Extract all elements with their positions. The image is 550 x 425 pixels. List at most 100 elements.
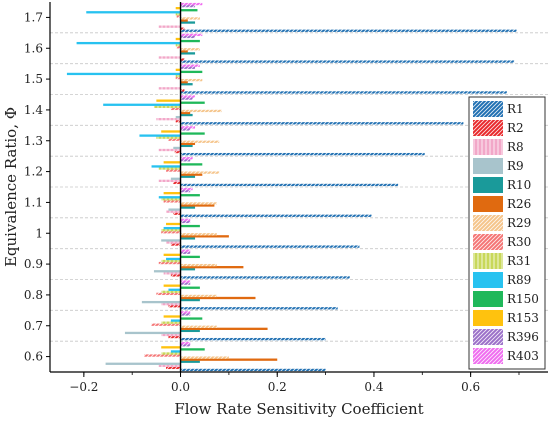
bar-r2-0.6 — [166, 366, 181, 370]
y-tick-label: 1.4 — [24, 103, 43, 117]
bar-r153-0.6 — [161, 346, 181, 349]
bar-r26-1.6 — [180, 50, 188, 53]
bar-r403-1.5 — [180, 64, 200, 67]
bar-r26-1.2 — [180, 173, 203, 176]
bar-r150-1.2 — [180, 163, 203, 166]
bar-r9-1.4 — [175, 115, 181, 119]
bar-r2-1 — [170, 243, 181, 246]
bar-r396-1.2 — [180, 159, 191, 162]
legend-swatch-r31 — [473, 253, 503, 269]
legend-label-r150: R150 — [507, 292, 539, 306]
bar-r150-1 — [180, 224, 200, 228]
bar-r1-1.3 — [180, 152, 425, 156]
bar-r1-1.7 — [180, 29, 517, 32]
bar-r26-1.4 — [180, 111, 191, 115]
bar-r1-1.4 — [180, 122, 464, 125]
legend-swatch-r396 — [473, 329, 503, 345]
bar-r26-1.7 — [180, 19, 188, 22]
legend-label-r30: R30 — [507, 235, 531, 249]
legend-swatch-r9 — [473, 158, 503, 174]
bar-r153-1.7 — [175, 7, 181, 10]
bar-r31-1.2 — [158, 167, 181, 170]
bar-r89-0.7 — [170, 319, 181, 322]
bar-r10-1.6 — [180, 52, 196, 55]
bar-r8-0.8 — [161, 303, 181, 306]
bar-r10-1.4 — [180, 113, 193, 117]
bar-r150-0.9 — [180, 255, 200, 259]
y-tick-label: 1 — [35, 226, 43, 240]
legend-label-r10: R10 — [507, 178, 531, 192]
bar-r403-1.4 — [180, 95, 196, 98]
bar-r1-0.9 — [180, 276, 350, 279]
bar-r396-1.5 — [180, 66, 196, 69]
axes: −0.2 0.0 0.2 0.4 0.6 0.6 0.7 0.8 0.9 1 1.1 1.2 1.3 1.… — [24, 2, 548, 394]
legend-swatch-r2 — [473, 120, 503, 136]
bar-r403-1.1 — [180, 187, 193, 191]
bar-r8-1.3 — [158, 148, 181, 152]
bar-r150-1.4 — [180, 101, 205, 104]
bar-r29-0.9 — [180, 263, 217, 267]
bar-r153-1.2 — [163, 161, 181, 164]
bar-r89-1.1 — [158, 196, 181, 199]
legend-label-r153: R153 — [507, 311, 539, 325]
bar-r31-1.1 — [161, 198, 181, 201]
bar-r9-1 — [161, 239, 181, 242]
bar-r30-1.1 — [163, 200, 181, 203]
bar-r150-1.1 — [180, 194, 200, 197]
bar-r31-0.7 — [161, 321, 181, 324]
bar-r30-1.2 — [166, 169, 181, 172]
bar-r403-1.2 — [180, 157, 193, 160]
legend-label-r31: R31 — [507, 254, 531, 268]
bar-r153-1.4 — [156, 99, 181, 102]
legend-box — [468, 96, 546, 370]
bar-r1-1.6 — [180, 60, 515, 63]
bar-r9-0.6 — [105, 362, 181, 365]
bar-r8-1.4 — [156, 118, 181, 121]
bar-r8-1.5 — [158, 87, 181, 90]
bar-r9-1.1 — [168, 208, 181, 211]
x-tick-label: 0.6 — [461, 380, 480, 394]
bar-r29-1.6 — [180, 48, 200, 51]
bar-r10-1.3 — [180, 144, 193, 148]
bar-r396-1.1 — [180, 189, 191, 193]
y-tick-label: 1.2 — [24, 165, 43, 179]
legend-label-r8: R8 — [507, 140, 524, 154]
bar-r153-1.5 — [175, 68, 181, 71]
bar-r150-0.8 — [180, 286, 200, 289]
bar-r153-1.6 — [175, 37, 181, 41]
bar-r8-0.6 — [158, 364, 181, 367]
legend-swatch-r403 — [473, 348, 503, 364]
bar-r9-0.7 — [124, 331, 181, 335]
bar-r29-0.6 — [180, 356, 229, 359]
bar-r31-1.5 — [175, 74, 181, 78]
bar-r29-1.2 — [180, 171, 220, 174]
bar-r29-1 — [180, 233, 217, 236]
bar-r2-0.9 — [170, 274, 181, 277]
legend-label-r403: R403 — [507, 349, 539, 363]
y-tick-label: 0.8 — [24, 288, 43, 302]
bar-r2-1.1 — [173, 212, 181, 215]
bar-r2-0.8 — [168, 305, 181, 308]
bar-r396-1 — [180, 220, 191, 224]
bar-r403-1.3 — [180, 126, 196, 129]
bar-r10-0.8 — [180, 298, 200, 302]
y-tick-label: 0.7 — [24, 319, 43, 333]
y-tick-label: 1.5 — [24, 72, 43, 86]
bar-r403-0.8 — [180, 280, 191, 283]
bar-r26-0.7 — [180, 327, 268, 330]
y-tick-label: 1.3 — [24, 134, 43, 148]
bar-r10-1.7 — [180, 21, 196, 24]
bar-r31-1.7 — [175, 13, 181, 16]
bar-r150-1.3 — [180, 132, 205, 135]
bar-r396-1.3 — [180, 128, 191, 131]
bar-r9-0.8 — [141, 300, 181, 304]
bar-r30-1.6 — [176, 46, 181, 49]
legend-swatch-r30 — [473, 234, 503, 250]
bar-r403-0.6 — [180, 342, 191, 345]
bar-r1-1.2 — [180, 183, 399, 187]
bar-r396-0.7 — [180, 313, 191, 316]
legend-swatch-r89 — [473, 272, 503, 288]
bars — [66, 2, 517, 372]
bar-r8-1.7 — [158, 25, 181, 28]
